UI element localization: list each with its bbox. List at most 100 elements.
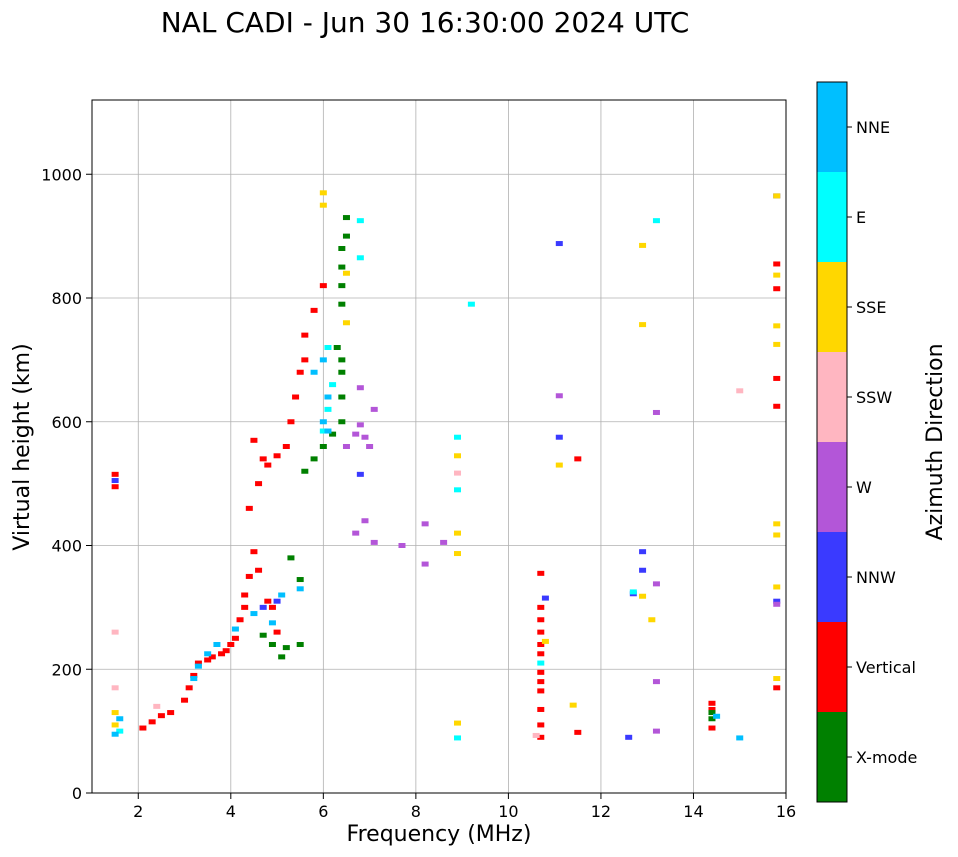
data-point [652, 679, 660, 685]
x-axis-label: Frequency (MHz) [347, 822, 532, 847]
data-point [194, 660, 202, 666]
data-point [366, 444, 374, 449]
data-point [713, 713, 721, 719]
data-point [454, 434, 462, 440]
data-point [537, 722, 545, 728]
data-point [652, 409, 660, 415]
data-point [569, 702, 577, 708]
series-e [116, 218, 660, 741]
data-point [773, 272, 781, 278]
colorbar-segment [817, 442, 847, 532]
data-point [194, 663, 202, 669]
data-point [319, 202, 327, 208]
x-tick-label: 16 [776, 802, 796, 821]
colorbar-segment [817, 712, 847, 802]
data-point [111, 484, 119, 490]
data-point [555, 393, 563, 399]
data-point [204, 657, 212, 663]
data-point [111, 629, 119, 635]
data-point [537, 642, 545, 647]
data-point [639, 242, 647, 248]
colorbar-tick-label: E [856, 208, 866, 227]
data-point [537, 660, 545, 666]
x-tick-label: 10 [498, 802, 518, 821]
y-tick-label: 400 [51, 537, 82, 556]
data-point [268, 642, 276, 647]
data-point [773, 375, 781, 381]
x-tick-label: 12 [591, 802, 611, 821]
colorbar-tick-label: X-mode [856, 748, 917, 767]
data-point [319, 190, 327, 196]
data-point [537, 651, 545, 657]
data-point [338, 394, 346, 400]
y-tick-label: 0 [72, 784, 82, 803]
data-point [259, 456, 267, 462]
data-point [296, 642, 304, 647]
x-tick-label: 4 [226, 802, 236, 821]
data-point [639, 549, 647, 555]
series-x-mode [259, 215, 716, 722]
data-point [296, 577, 304, 583]
data-point [537, 688, 545, 694]
data-point [310, 369, 318, 375]
data-point [190, 676, 198, 682]
data-point [574, 456, 582, 462]
data-point [273, 598, 281, 604]
data-point [319, 283, 327, 289]
data-point [319, 357, 327, 363]
data-point [773, 598, 781, 604]
data-point [324, 406, 332, 412]
data-point [356, 471, 364, 477]
colorbar-tick-label: SSE [856, 298, 886, 317]
data-point [255, 481, 263, 487]
plot-area: 2 4 6 8 10 12 14 16 0 200 400 600 800 1000 [41, 99, 796, 821]
data-point [574, 729, 582, 735]
colorbar-segment [817, 82, 847, 172]
data-point [236, 617, 244, 623]
data-point [153, 703, 161, 709]
data-point [329, 431, 337, 437]
data-point [301, 357, 309, 363]
data-point [652, 218, 660, 224]
data-point [338, 264, 346, 270]
data-point [278, 654, 286, 660]
data-point [537, 629, 545, 635]
data-point [398, 543, 406, 548]
data-point [639, 567, 647, 573]
data-point [537, 617, 545, 623]
data-point [541, 595, 549, 601]
data-point [185, 685, 193, 691]
data-point [292, 394, 300, 400]
data-point [342, 215, 350, 221]
data-point [208, 654, 216, 660]
data-point [454, 487, 462, 493]
gridlines [92, 100, 787, 794]
series-ssw [111, 388, 744, 738]
data-point [537, 734, 545, 740]
y-axis-label: Virtual height (km) [10, 343, 35, 550]
data-point [157, 713, 165, 719]
data-point [454, 720, 462, 726]
data-point [222, 648, 230, 654]
colorbar-segment [817, 352, 847, 442]
data-point [116, 716, 124, 722]
colorbar-tick-label: SSW [856, 388, 892, 407]
data-point [361, 434, 369, 440]
data-point [250, 437, 258, 443]
data-point [532, 732, 540, 738]
series-sse [111, 190, 781, 728]
data-point [204, 651, 212, 657]
data-point [352, 530, 360, 536]
data-point [255, 567, 263, 573]
data-point [370, 406, 378, 412]
data-point [773, 521, 781, 527]
data-point [537, 669, 545, 675]
data-point [342, 444, 350, 449]
y-tick-label: 800 [51, 289, 82, 308]
data-point [241, 592, 249, 598]
data-point [342, 320, 350, 326]
data-point [773, 261, 781, 267]
data-point [250, 611, 258, 617]
data-point [736, 388, 744, 394]
data-point [181, 697, 189, 703]
